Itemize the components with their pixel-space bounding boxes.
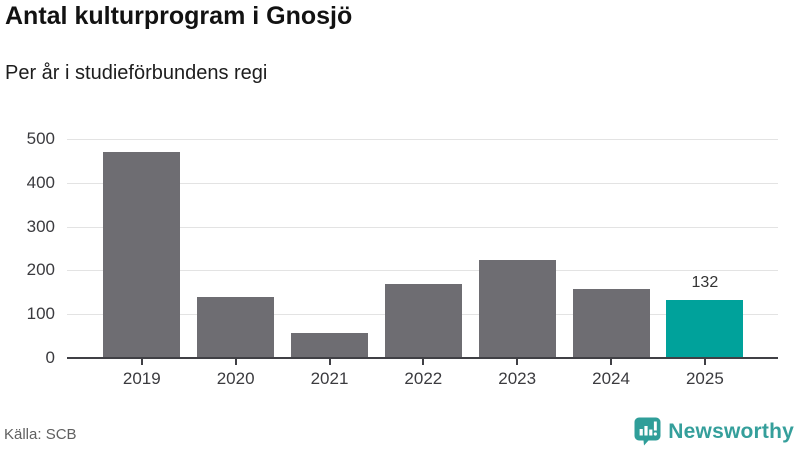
x-axis-tick-2024 (610, 358, 613, 365)
bar-value-label-2025: 132 (691, 274, 719, 292)
x-tick-label-2022: 2022 (404, 369, 443, 388)
x-axis-tick-2022 (422, 358, 425, 365)
bar-2022 (384, 283, 462, 358)
grid-line (67, 139, 778, 140)
y-tick-label-0: 0 (45, 348, 55, 367)
y-tick-label-400: 400 (26, 172, 55, 192)
x-axis-tick-2021 (328, 358, 331, 365)
chart-title: Antal kulturprogram i Gnosjö (5, 2, 353, 30)
grid-line (67, 226, 778, 228)
x-tick-label-2025: 2025 (685, 369, 724, 388)
y-tick-label-300: 300 (26, 216, 55, 236)
y-tick-label-200: 200 (26, 260, 55, 280)
y-tick-label-100: 100 (26, 304, 55, 324)
grid-line (67, 270, 778, 272)
chart-subtitle: Per år i studieförbundens regi (5, 62, 268, 84)
x-axis-tick-2025 (703, 358, 706, 365)
newsworthy-logo: Newsworthy (634, 417, 794, 446)
x-tick-label-2021: 2021 (310, 369, 349, 388)
x-axis-tick-2019 (140, 358, 143, 365)
x-tick-label-2024: 2024 (592, 369, 630, 388)
grid-line (67, 182, 778, 184)
bar-2025 (666, 300, 744, 358)
bar-2020 (197, 296, 275, 358)
bar-2019 (103, 152, 181, 358)
x-tick-label-2020: 2020 (216, 369, 255, 388)
y-tick-label-500: 500 (26, 129, 55, 148)
bar-2023 (478, 260, 556, 358)
source-label: Källa: SCB (4, 426, 77, 443)
x-axis-tick-2023 (516, 358, 519, 365)
x-tick-label-2023: 2023 (498, 369, 537, 388)
bar-2021 (291, 333, 368, 358)
newsworthy-bar-chart-bubble-icon (634, 417, 661, 446)
x-tick-label-2019: 2019 (122, 369, 161, 388)
newsworthy-logo-text: Newsworthy (668, 419, 794, 443)
x-axis-tick-2020 (234, 358, 237, 365)
plot-area: 0 100 200 300 400 500 2019 2020 2021 2022 2023 2024… (27, 130, 778, 388)
bar-2024 (572, 289, 650, 358)
